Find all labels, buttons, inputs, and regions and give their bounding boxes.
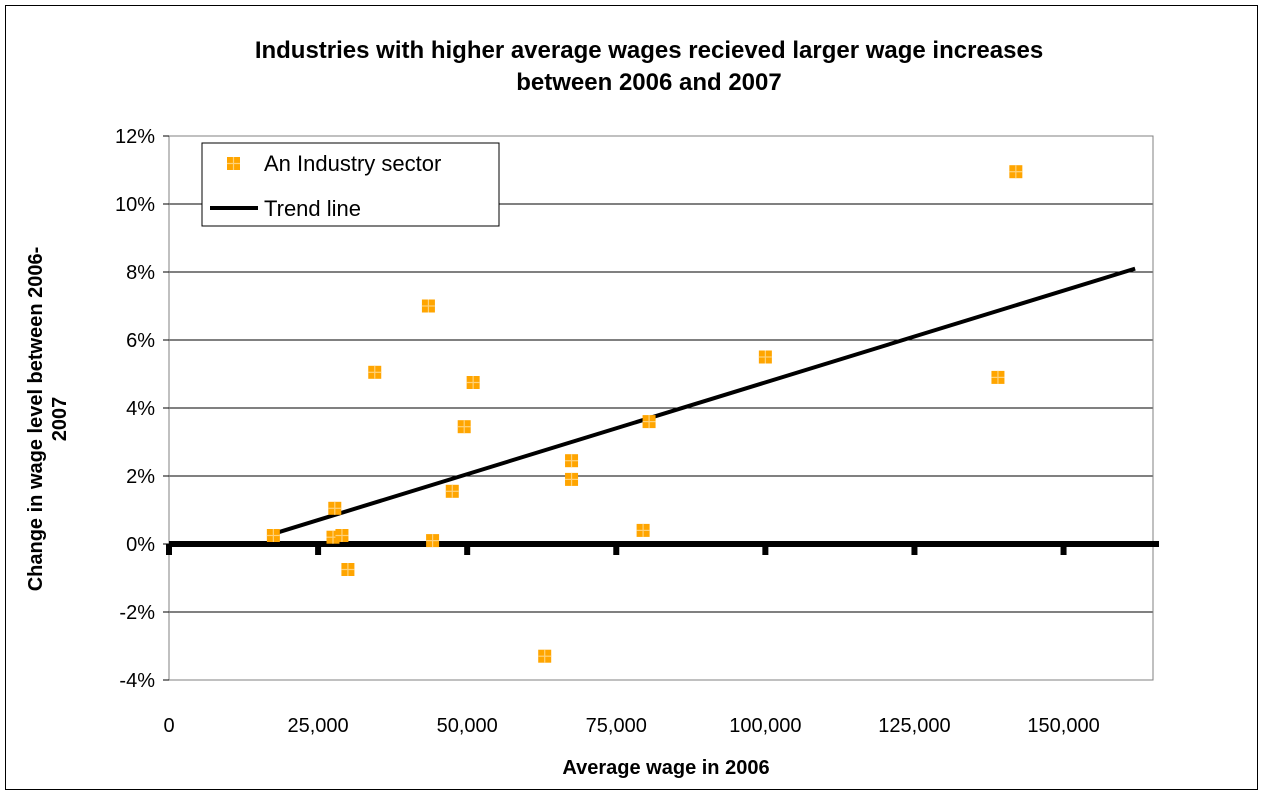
data-point — [565, 472, 579, 486]
y-tick-label: 0% — [126, 534, 155, 556]
data-point — [758, 350, 772, 364]
data-point — [328, 501, 342, 515]
y-tick-label: 4% — [126, 398, 155, 420]
scatter-chart: Industries with higher average wages rec… — [25, 37, 1159, 779]
data-point — [457, 420, 471, 434]
chart-title: Industries with higher average wages rec… — [255, 37, 1043, 96]
y-tick-label: -2% — [119, 602, 155, 624]
chart-frame: Industries with higher average wages rec… — [5, 5, 1258, 790]
trend-line-layer — [272, 266, 1136, 536]
data-point — [266, 529, 280, 542]
x-axis-ticks: 0 25,000 50,000 75,000 100,000 125,000 150,000 — [163, 544, 1100, 737]
x-tick-label: 125,000 — [878, 715, 950, 737]
data-point — [368, 365, 382, 379]
y-axis-title-line-2: 2007 — [49, 397, 71, 442]
y-tick-label: 10% — [115, 194, 155, 216]
y-axis-title-line-1: Change in wage level between 2006- — [25, 247, 47, 592]
y-tick-label: 2% — [126, 466, 155, 488]
y-axis-title: Change in wage level between 2006- 2007 — [25, 247, 71, 592]
data-point — [341, 563, 355, 576]
x-tick-mark — [166, 544, 172, 555]
x-tick-label: 150,000 — [1027, 715, 1099, 737]
y-tick-label: -4% — [119, 670, 155, 692]
chart-title-line-2: between 2006 and 2007 — [516, 69, 781, 96]
x-tick-label: 100,000 — [729, 715, 801, 737]
x-tick-mark — [762, 544, 769, 555]
x-tick-label: 25,000 — [288, 715, 349, 737]
x-axis-title: Average wage in 2006 — [562, 757, 769, 779]
x-tick-mark — [464, 544, 471, 555]
x-tick-mark — [911, 544, 918, 555]
x-tick-mark — [613, 544, 620, 555]
data-points — [266, 165, 1023, 663]
data-point — [642, 415, 656, 429]
x-tick-mark — [315, 544, 322, 555]
x-tick-label: 0 — [163, 715, 174, 737]
chart-title-line-1: Industries with higher average wages rec… — [255, 37, 1043, 64]
data-point — [1009, 165, 1023, 179]
legend-box — [201, 142, 500, 227]
y-tick-label: 6% — [126, 330, 155, 352]
data-point — [565, 454, 579, 468]
data-point — [466, 376, 480, 389]
legend-marker-industry — [227, 157, 240, 170]
trend-line — [272, 266, 1136, 536]
y-axis-ticks: -4% -2% 0% 2% 4% 6% 8% 10% 12% — [115, 126, 169, 692]
data-point — [538, 649, 552, 663]
data-point — [335, 529, 349, 542]
data-point — [636, 523, 650, 537]
data-point — [421, 299, 435, 313]
x-tick-label: 50,000 — [437, 715, 498, 737]
data-point — [426, 534, 440, 548]
x-tick-mark — [1060, 544, 1067, 555]
y-tick-label: 12% — [115, 126, 155, 148]
data-point — [445, 484, 459, 498]
y-tick-label: 8% — [126, 262, 155, 284]
x-tick-label: 75,000 — [586, 715, 647, 737]
data-point — [991, 370, 1005, 384]
legend-label-trend: Trend line — [264, 196, 361, 221]
legend-label-industry: An Industry sector — [264, 151, 441, 176]
legend: An Industry sector Trend line — [201, 142, 500, 227]
